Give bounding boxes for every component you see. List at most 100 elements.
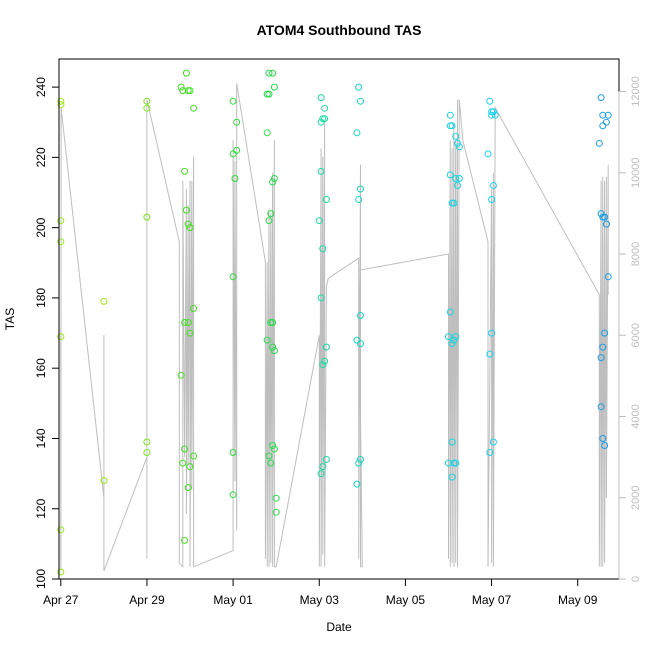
data-point (317, 94, 325, 102)
x-axis: Apr 27 Apr 29 May 01 May 03 May 05 May 07 May … (43, 578, 598, 607)
data-point (601, 442, 609, 449)
y2-tick-label: 2000 (630, 486, 642, 510)
data-point (229, 97, 237, 105)
series-8 (445, 111, 463, 481)
data-point (486, 449, 494, 456)
data-point (489, 438, 497, 446)
data-point (597, 354, 605, 362)
series-9 (484, 97, 499, 456)
data-point (597, 210, 605, 218)
x-tick-label: Apr 27 (43, 593, 79, 607)
data-point (604, 111, 612, 119)
series-2 (143, 97, 151, 456)
data-point (269, 343, 277, 351)
data-point (143, 438, 151, 446)
data-point (269, 178, 277, 186)
data-point (229, 273, 237, 281)
data-point (181, 536, 189, 544)
data-point (488, 196, 496, 203)
data-point (602, 118, 610, 126)
x-axis-label: Date (326, 620, 352, 634)
data-point (601, 329, 609, 337)
data-point (357, 185, 364, 193)
x-tick-label: May 01 (213, 593, 253, 607)
chart-title: ATOM4 Southbound TAS (257, 22, 422, 38)
data-point (270, 83, 278, 91)
data-point (267, 210, 275, 218)
data-point (263, 129, 271, 137)
x-tick-label: Apr 29 (129, 593, 165, 607)
data-point (317, 470, 325, 478)
data-point (265, 69, 273, 77)
secondary-line-layer (60, 83, 609, 572)
series-3 (177, 69, 198, 544)
data-point (57, 333, 65, 341)
data-point (57, 97, 65, 105)
data-point (353, 129, 361, 137)
data-point (450, 336, 458, 344)
data-point (599, 343, 607, 351)
y2-tick-label: 8000 (630, 242, 642, 266)
data-point (317, 294, 325, 302)
series-1 (57, 97, 108, 576)
data-point (265, 452, 273, 460)
data-point (184, 319, 192, 326)
data-point (445, 333, 452, 341)
data-point (595, 139, 603, 147)
data-point (448, 340, 456, 348)
series-10 (595, 94, 612, 449)
data-point (357, 456, 364, 463)
y2-tick-label: 10000 (630, 157, 642, 188)
data-point (353, 336, 361, 344)
data-point (269, 442, 277, 449)
data-point (186, 329, 194, 337)
data-point (143, 449, 151, 456)
data-point (355, 83, 363, 91)
x-tick-label: May 09 (558, 593, 598, 607)
data-point (353, 480, 361, 488)
data-point (452, 459, 460, 467)
data-point (100, 297, 108, 305)
series-5 (263, 69, 280, 516)
y2-axis: 0 2000 4000 6000 8000 10000 12000 (618, 76, 642, 582)
data-point (446, 308, 454, 316)
data-point (448, 473, 456, 481)
data-point (186, 224, 194, 232)
data-point (57, 526, 65, 534)
y2-tick-label: 12000 (630, 76, 642, 107)
data-point (454, 182, 461, 189)
points-layer (57, 69, 612, 576)
plot-frame (58, 58, 620, 580)
data-point (57, 217, 65, 225)
data-point (489, 182, 497, 189)
data-point (488, 111, 496, 119)
data-point (179, 459, 187, 467)
data-point (322, 343, 330, 351)
data-point (484, 150, 492, 158)
secondary-series-line (60, 83, 609, 572)
data-point (190, 452, 198, 460)
data-point (445, 459, 452, 467)
data-point (186, 87, 194, 95)
data-point (229, 491, 237, 499)
data-point (452, 132, 460, 140)
data-point (233, 146, 241, 154)
data-point (317, 118, 325, 126)
data-point (231, 175, 239, 182)
data-point (322, 196, 330, 203)
data-point (100, 477, 108, 485)
data-point (143, 213, 151, 221)
y-axis: 100 120 140 160 180 200 220 240 (34, 77, 60, 589)
data-point (446, 122, 454, 130)
data-point (599, 122, 607, 130)
data-point (184, 484, 192, 492)
data-point (265, 217, 273, 225)
data-point (599, 111, 607, 119)
series-6 (315, 94, 330, 478)
data-point (177, 371, 185, 379)
data-point (267, 459, 275, 467)
data-point (455, 175, 463, 182)
y-tick-label: 220 (34, 147, 48, 167)
data-point (452, 175, 460, 182)
data-point (229, 449, 237, 456)
